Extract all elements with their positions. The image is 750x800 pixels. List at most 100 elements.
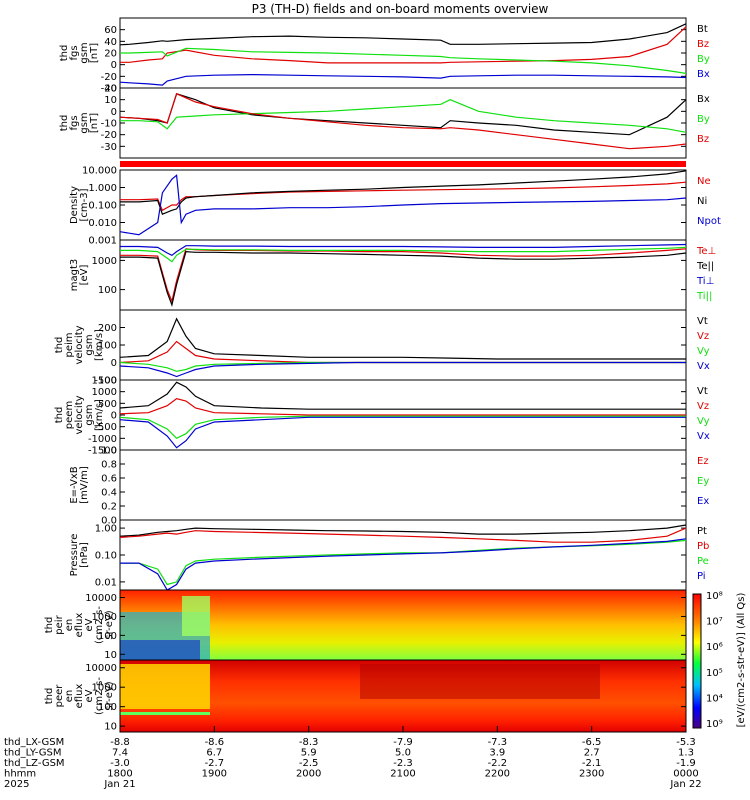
x-axis-value: 3.9 <box>489 748 505 759</box>
y-axis-label: Pressure[nPa] <box>69 534 90 577</box>
panel-frame <box>119 309 687 381</box>
y-label-line: [cm-3] <box>79 188 90 221</box>
y-label-line: eV <box>84 689 95 702</box>
y-label-line: gsm <box>79 42 90 63</box>
y-label-line: eflux <box>74 613 85 638</box>
y-tick-label: 100 <box>98 631 117 642</box>
legend-vz: Vz <box>697 401 709 412</box>
legend-bt: Bt <box>697 24 708 35</box>
legend-by: By <box>697 114 710 125</box>
y-label-line: gsm <box>84 334 95 355</box>
x-axis-value: 2300 <box>579 769 604 780</box>
panel-pressure: 0.01 0.10 1.00 Pressure[nPa] Pt Pb Pe Pi <box>69 519 709 591</box>
y-label-line: en <box>64 690 75 703</box>
y-label-line: peem <box>64 401 75 429</box>
y-label-line: thd <box>59 45 70 62</box>
series-line-pb <box>119 527 687 543</box>
y-tick-label: -100 <box>94 376 117 387</box>
x-axis-value: 0000 <box>673 769 698 780</box>
series-line-vy <box>119 361 686 372</box>
y-tick-label: 1.000 <box>88 183 117 194</box>
y-label-line: thd <box>54 337 65 354</box>
y-tick-label: 0.0 <box>101 516 117 527</box>
y-tick-label: 1000 <box>92 683 117 694</box>
y-tick-label: -500 <box>94 422 117 433</box>
series-line-bx <box>119 73 687 86</box>
legend-ez: Ez <box>697 456 709 467</box>
legend-bz: Bz <box>697 134 709 145</box>
y-tick-label: 1.0 <box>101 446 117 457</box>
colorbar-scale <box>692 593 702 729</box>
data-quality-bar <box>120 161 686 167</box>
x-axis-value: -3.0 <box>110 758 130 769</box>
y-label-line: en <box>64 619 75 632</box>
y-tick-label: 1000 <box>92 256 117 267</box>
y-label-line: (cm2-s- <box>94 677 105 715</box>
y-tick-label: 0 <box>111 358 117 369</box>
series-line-pi <box>120 538 687 591</box>
y-tick-label: 0 <box>111 60 117 71</box>
spectrogram-dark-band <box>360 664 600 699</box>
y-axis-label: thdfgsgsm[nT] <box>59 42 100 63</box>
y-label-line: eflux <box>74 684 85 709</box>
x-axis-value: 5.0 <box>395 748 411 759</box>
y-tick-label: 10000 <box>85 663 117 674</box>
series-line-vx <box>119 416 686 449</box>
y-tick-label: 40 <box>104 37 117 48</box>
x-axis-value: Jan 22 <box>669 779 701 790</box>
y-tick-label: 20 <box>104 84 117 95</box>
y-tick-label: 1500 <box>92 376 117 387</box>
y-tick-label: 10 <box>104 722 117 733</box>
y-label-line: Pressure <box>69 534 80 577</box>
y-label-line: peer <box>54 684 65 708</box>
y-label-line: gsm <box>84 404 95 425</box>
series-line-te⊥ <box>120 248 687 304</box>
series-line-vt <box>119 317 686 360</box>
panel-efield: 0.0 0.2 0.4 0.6 0.8 1.0 E=-VxB[mV/m] Ez Ey Ex <box>69 446 709 527</box>
y-tick-label: 0.100 <box>88 201 117 212</box>
series-line-ti|| <box>120 246 687 263</box>
x-axis-value: 1.3 <box>678 748 694 759</box>
y-tick-label: 100 <box>98 702 117 713</box>
legend-ne: Ne <box>697 176 711 187</box>
series-line-vx <box>119 361 686 378</box>
legend-ni: Ni <box>697 196 707 207</box>
y-tick-label: 10.000 <box>82 166 117 177</box>
y-tick-label: 20 <box>104 49 117 60</box>
x-axis-value: -6.5 <box>582 737 602 748</box>
legend-ey: Ey <box>697 476 709 487</box>
legend-pb: Pb <box>697 541 709 552</box>
y-axis-label: thdfgsgsm[nT] <box>59 112 100 133</box>
legend-vx: Vx <box>697 361 710 372</box>
x-axis-value: -7.3 <box>488 737 508 748</box>
x-axis-value: 5.9 <box>301 748 317 759</box>
y-label-line: thd <box>54 407 65 424</box>
colorbar-tick-label: 10⁷ <box>706 617 723 628</box>
y-tick-label: 200 <box>98 323 117 334</box>
x-axis-value: 1900 <box>202 769 227 780</box>
y-label-line: [km/s] <box>94 399 105 431</box>
y-tick-label: 0.6 <box>101 474 117 485</box>
x-axis-value: 2000 <box>296 769 321 780</box>
x-axis-row-label: thd_LX-GSM <box>4 737 64 748</box>
x-axis-value: 2100 <box>390 769 415 780</box>
y-axis-label: magt3[eV] <box>69 259 90 292</box>
x-axis-value: 7.4 <box>112 748 128 759</box>
y-tick-label: -30 <box>101 142 117 153</box>
y-tick-label: 1.00 <box>95 524 117 535</box>
legend-vt: Vt <box>697 316 708 327</box>
y-label-line: [nT] <box>89 43 100 63</box>
y-tick-label: 0 <box>111 107 117 118</box>
y-tick-label: -1500 <box>88 446 117 457</box>
x-axis-value: -8.6 <box>205 737 225 748</box>
series-line-bz <box>120 26 687 64</box>
y-tick-label: 0.01 <box>95 577 117 588</box>
x-axis-row-label: hhmm <box>4 769 36 780</box>
panel-peer_spec: 10 100 1000 10000 thdpeerenefluxeV(cm2-s-sr-… <box>44 659 687 733</box>
spectrogram-peir_spec <box>120 590 686 660</box>
y-tick-label: 10 <box>104 650 117 661</box>
colorbar-tick-label: 10⁵ <box>706 668 723 679</box>
spectrogram-enhancement <box>182 596 210 636</box>
x-axis-value: 1800 <box>107 769 132 780</box>
